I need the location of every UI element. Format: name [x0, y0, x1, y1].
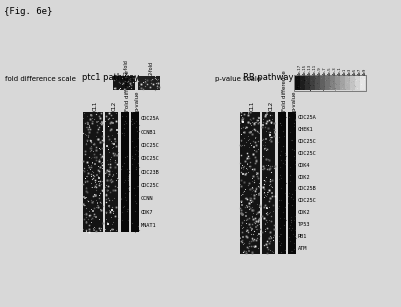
Bar [329, 76, 334, 90]
Bar [354, 76, 359, 90]
Text: ATM: ATM [297, 246, 307, 251]
Bar [339, 76, 344, 90]
Bar [299, 76, 304, 90]
Bar [349, 76, 354, 90]
Text: 4e9: 4e9 [362, 68, 366, 75]
Text: 4e-13: 4e-13 [307, 64, 311, 75]
Bar [105, 112, 118, 232]
Text: RB1: RB1 [297, 234, 307, 239]
Text: 2-fold: 2-fold [149, 61, 154, 75]
Text: CDK2: CDK2 [297, 210, 310, 215]
Text: CL1: CL1 [249, 101, 254, 111]
Text: CCNB1: CCNB1 [141, 130, 156, 134]
Text: CDC25C: CDC25C [141, 183, 159, 188]
Text: RB pathway: RB pathway [242, 73, 292, 82]
Text: Fold difference: Fold difference [125, 70, 130, 111]
Text: CDC25A: CDC25A [141, 116, 159, 121]
Text: 4e-9: 4e-9 [317, 66, 321, 75]
Bar [261, 112, 274, 254]
Bar [113, 76, 135, 90]
Bar [304, 76, 309, 90]
Text: 4e-7: 4e-7 [322, 66, 326, 75]
Text: 4e-3: 4e-3 [332, 66, 336, 75]
Text: 4e-17: 4e-17 [297, 64, 301, 75]
Text: CDC25B: CDC25B [297, 186, 316, 192]
Text: CDC25C: CDC25C [297, 151, 316, 156]
Text: ptc1 pathway: ptc1 pathway [82, 73, 139, 82]
Bar [314, 76, 319, 90]
Bar [287, 112, 295, 254]
Text: p-value: p-value [135, 91, 140, 111]
Bar [309, 76, 314, 90]
Bar [344, 76, 349, 90]
Text: CDC25C: CDC25C [141, 156, 159, 161]
Text: 4e-11: 4e-11 [312, 64, 316, 75]
Text: p-value scale: p-value scale [215, 76, 261, 82]
Text: CCNN: CCNN [141, 196, 153, 201]
Text: -2-fold: -2-fold [124, 59, 129, 75]
Bar [239, 112, 259, 254]
Text: CDK2: CDK2 [297, 175, 310, 180]
Text: p-value: p-value [291, 91, 296, 111]
Text: fold difference scale: fold difference scale [5, 76, 76, 82]
Text: 4e5: 4e5 [352, 68, 356, 75]
Bar [131, 112, 139, 232]
Bar [319, 76, 324, 90]
Text: CDC25C: CDC25C [141, 143, 159, 148]
Bar [334, 76, 339, 90]
Bar [294, 76, 299, 90]
Text: 4e-15: 4e-15 [302, 64, 306, 75]
Bar [83, 112, 103, 232]
Text: 4e1: 4e1 [342, 68, 346, 75]
Text: {Fig. 6e}: {Fig. 6e} [4, 7, 52, 16]
Text: CDC25C: CDC25C [297, 198, 316, 203]
Bar [121, 112, 129, 232]
Text: 4e-5: 4e-5 [327, 66, 331, 75]
Text: CDK7: CDK7 [141, 209, 153, 215]
Text: CDC25A: CDC25A [297, 115, 316, 120]
Text: 4e7: 4e7 [356, 68, 360, 75]
Text: CDK4: CDK4 [297, 163, 310, 168]
Text: MNAT1: MNAT1 [141, 223, 156, 228]
Text: CL2: CL2 [268, 101, 273, 111]
Text: CDC25C: CDC25C [297, 139, 316, 144]
Text: Fold difference: Fold difference [281, 70, 286, 111]
Text: 4e-1: 4e-1 [337, 66, 341, 75]
Bar [293, 75, 365, 91]
Text: CDC23B: CDC23B [141, 169, 159, 174]
Bar [138, 76, 160, 90]
Text: CHEK1: CHEK1 [297, 127, 313, 132]
Bar [359, 76, 364, 90]
Text: CL1: CL1 [93, 101, 98, 111]
Bar [277, 112, 285, 254]
Bar [324, 76, 329, 90]
Text: CL2: CL2 [111, 101, 116, 111]
Text: TP53: TP53 [297, 222, 310, 227]
Text: 4e3: 4e3 [346, 68, 350, 75]
